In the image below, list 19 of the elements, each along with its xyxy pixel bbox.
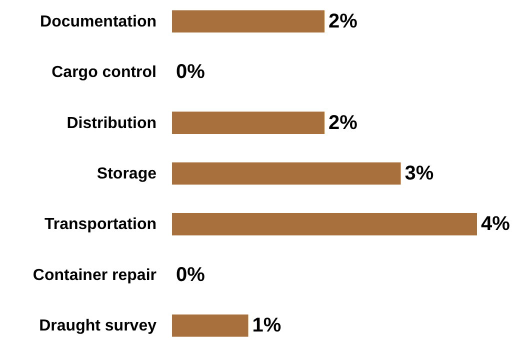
y-tick-label: Container repair bbox=[32, 266, 156, 284]
y-tick-label: Cargo control bbox=[52, 64, 156, 82]
bar bbox=[172, 314, 248, 337]
bar bbox=[172, 213, 477, 236]
data-label: 1% bbox=[252, 314, 282, 337]
y-tick-label: Documentation bbox=[40, 13, 156, 30]
data-label: 0% bbox=[176, 61, 206, 84]
data-label: 3% bbox=[404, 162, 434, 184]
bar bbox=[172, 10, 324, 33]
y-tick-label: Draught survey bbox=[39, 318, 157, 335]
data-label: 0% bbox=[176, 264, 206, 286]
bar bbox=[172, 112, 324, 134]
data-label: 2% bbox=[328, 112, 358, 134]
y-tick-label: Distribution bbox=[66, 114, 156, 132]
data-label: 2% bbox=[328, 10, 358, 32]
y-tick-label: Storage bbox=[96, 166, 157, 182]
bar bbox=[172, 162, 401, 185]
y-tick-label: Transportation bbox=[44, 216, 156, 234]
data-label: 4% bbox=[481, 213, 510, 236]
